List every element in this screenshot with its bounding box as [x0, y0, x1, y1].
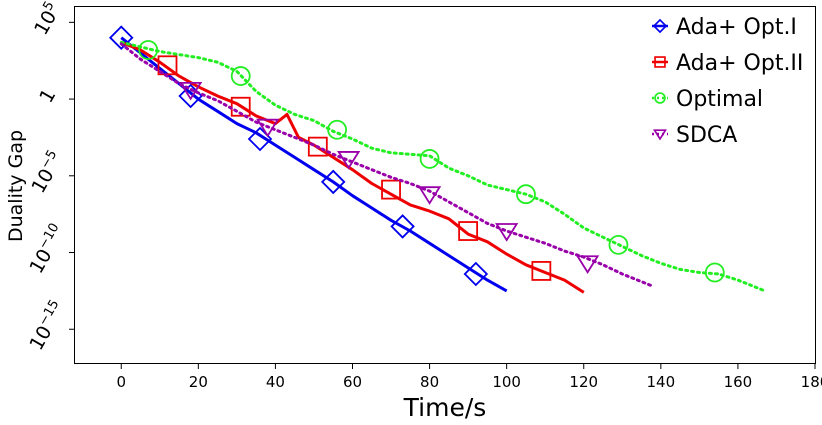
data-point-optimal	[230, 66, 251, 86]
data-point-optimal	[704, 262, 725, 283]
legend-label-sdca: SDCA	[676, 123, 737, 148]
series-line-ada-opt-i	[120, 36, 508, 293]
x-tick-label: 60	[343, 373, 362, 391]
x-tick-label: 0	[116, 373, 126, 391]
legend-marker-optimal	[654, 92, 666, 104]
data-point-ada-opt-i	[320, 169, 346, 195]
x-tick-label: 20	[189, 373, 208, 391]
data-point-sdca	[337, 151, 361, 170]
y-tick-label: 1	[35, 85, 60, 106]
series-ada-opt-i	[108, 25, 508, 293]
data-point-optimal	[608, 234, 629, 255]
y-axis-title: Duality Gap	[5, 130, 27, 242]
series-sdca	[119, 42, 655, 288]
legend-item-optimal: Optimal	[652, 87, 763, 112]
series-optimal	[119, 40, 767, 293]
x-tick-label: 140	[647, 373, 676, 391]
data-point-sdca	[417, 186, 442, 205]
data-point-optimal	[138, 40, 159, 60]
data-point-sdca	[575, 255, 600, 274]
data-point-optimal	[327, 119, 347, 140]
legend-item-ada-opt-i: Ada+ Opt.I	[652, 15, 797, 40]
legend-marker-sdca	[653, 129, 667, 141]
x-tick-label: 100	[492, 373, 521, 391]
data-point-ada-opt-ii	[157, 55, 178, 76]
data-point-sdca	[495, 223, 519, 242]
legend-label-optimal: Optimal	[676, 87, 763, 112]
data-point-ada-opt-i	[108, 25, 134, 50]
data-point-ada-opt-ii	[458, 221, 479, 241]
legend-label-ada-opt-i: Ada+ Opt.I	[676, 15, 797, 40]
series-line-optimal	[119, 40, 767, 293]
x-tick-label: 80	[420, 373, 439, 391]
data-point-ada-opt-i	[463, 261, 489, 287]
legend-marker-ada-opt-i	[652, 18, 668, 34]
y-tick-label: 10−10	[24, 221, 71, 278]
data-point-optimal	[419, 149, 440, 169]
data-point-ada-opt-i	[390, 214, 415, 239]
data-point-ada-opt-ii	[531, 261, 552, 281]
x-tick-label: 40	[266, 373, 285, 391]
legend-item-sdca: SDCA	[652, 123, 737, 148]
legend-item-ada-opt-ii: Ada+ Opt.II	[652, 51, 803, 76]
data-point-sdca	[179, 81, 203, 101]
series-ada-opt-ii	[120, 40, 585, 294]
series-layer	[108, 25, 767, 294]
x-tick-label: 160	[724, 373, 753, 391]
series-line-ada-opt-ii	[120, 40, 585, 294]
plot-frame	[74, 6, 816, 364]
y-tick-label: 10−15	[24, 297, 71, 354]
y-axis: 105 1 10−5 10−10 10−15	[24, 0, 75, 354]
legend: Ada+ Opt.I Ada+ Opt.II Optimal SDCA	[652, 15, 803, 148]
series-line-sdca	[119, 42, 655, 288]
x-axis: 0 20 40 60 80 100 120 140 160 180	[116, 363, 822, 391]
y-tick-label: 105	[28, 0, 65, 39]
data-point-ada-opt-ii	[381, 179, 401, 200]
data-point-sdca	[256, 118, 280, 138]
legend-label-ada-opt-ii: Ada+ Opt.II	[676, 51, 803, 76]
legend-marker-ada-opt-ii	[654, 56, 666, 68]
x-tick-label: 180	[801, 373, 822, 391]
x-axis-title: Time/s	[403, 393, 487, 422]
data-point-ada-opt-ii	[307, 136, 328, 157]
y-tick-label: 10−5	[26, 148, 68, 198]
x-tick-label: 120	[569, 373, 598, 391]
data-point-optimal	[516, 184, 536, 205]
